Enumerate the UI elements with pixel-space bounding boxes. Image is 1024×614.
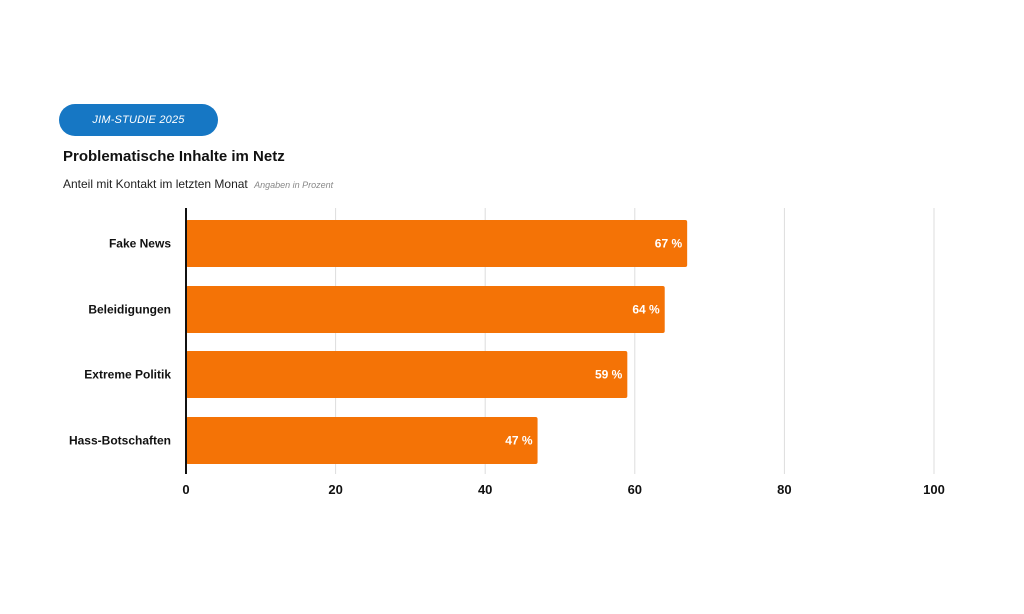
labels: 0 20 40 60 80 100 67 % Fake News 64 % Beleidigung… — [69, 237, 945, 498]
category-label: Beleidigungen — [88, 303, 171, 317]
bar-value-label: 47 % — [505, 434, 533, 448]
x-tick-label: 20 — [328, 482, 342, 497]
chart-subtitle-text: Anteil mit Kontakt im letzten Monat — [63, 177, 248, 191]
category-label: Fake News — [109, 237, 171, 251]
bar-value-label: 64 % — [632, 303, 660, 317]
x-tick-label: 80 — [777, 482, 791, 497]
bar — [186, 417, 538, 464]
bar — [186, 351, 628, 398]
x-tick-label: 40 — [478, 482, 492, 497]
category-label: Hass-Botschaften — [69, 434, 171, 448]
study-badge: JIM-STUDIE 2025 — [59, 104, 218, 136]
x-tick-label: 60 — [628, 482, 642, 497]
bar-value-label: 67 % — [655, 237, 683, 251]
bar-value-label: 59 % — [595, 368, 623, 382]
category-label: Extreme Politik — [84, 368, 171, 382]
chart-title: Problematische Inhalte im Netz — [63, 148, 285, 165]
bars — [186, 220, 688, 464]
x-tick-label: 100 — [923, 482, 945, 497]
study-badge-label: JIM-STUDIE 2025 — [92, 114, 185, 126]
bar — [186, 286, 665, 333]
x-tick-label: 0 — [182, 482, 189, 497]
chart-unit-note: Angaben in Prozent — [254, 180, 334, 190]
bar — [186, 220, 688, 267]
chart-subtitle: Anteil mit Kontakt im letzten Monat Anga… — [63, 177, 333, 191]
